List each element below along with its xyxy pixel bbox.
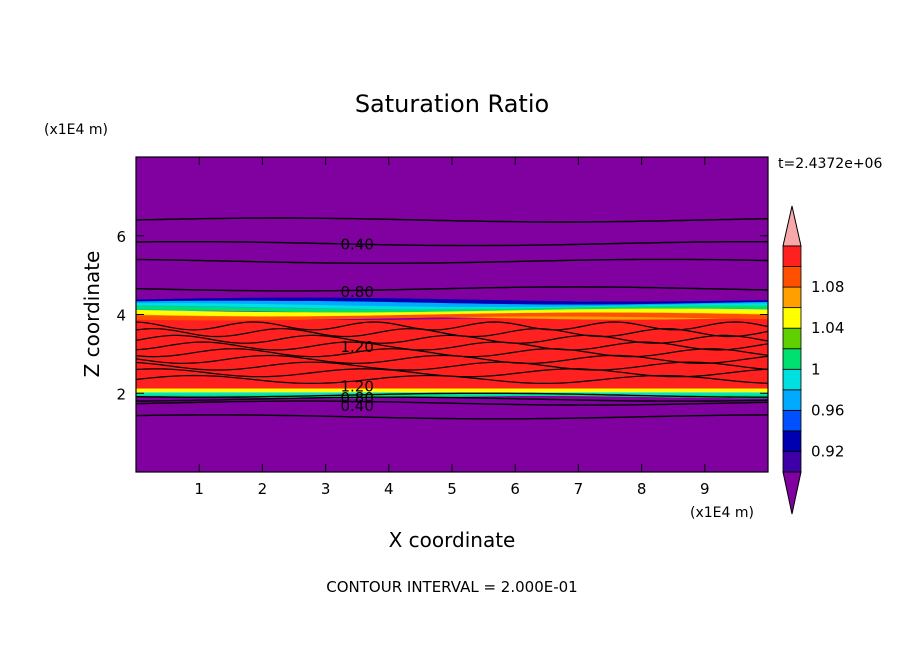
contour-label: 0.80 — [340, 389, 373, 407]
time-label: t=2.4372e+06 — [778, 156, 882, 172]
band-top-0 — [136, 297, 768, 305]
colorbar-segment — [782, 409, 802, 432]
contour-label: 1.20 — [340, 377, 373, 395]
band-5 — [136, 157, 768, 302]
colorbar-segment — [782, 389, 802, 411]
contour-line — [136, 286, 768, 292]
colorbar-segment — [782, 327, 802, 350]
contour-labels: 0.400.801.201.200.800.40 — [340, 236, 373, 415]
band-top-3 — [136, 305, 768, 313]
colorbar-tick-label: 1.08 — [811, 278, 844, 296]
x-axis: 1 2 3 4 5 6 7 8 9 — [194, 157, 710, 498]
contour-line — [136, 368, 768, 378]
contour-line — [136, 348, 768, 358]
contour-line — [136, 217, 768, 223]
contour-line — [136, 396, 768, 402]
band-top-2 — [136, 303, 768, 310]
colorbar-segment — [782, 245, 802, 267]
contour-line — [136, 392, 768, 398]
x-tick-label: 2 — [258, 480, 268, 498]
contour-line — [136, 334, 768, 344]
contour-label: 0.40 — [340, 236, 373, 254]
contour-interval-label: CONTOUR INTERVAL = 2.000E-01 — [326, 578, 577, 596]
colorbar-segment — [782, 286, 802, 309]
contour-line — [136, 241, 768, 247]
y-unit-label: (x1E4 m) — [44, 122, 108, 138]
contour-label: 1.20 — [340, 338, 373, 356]
x-tick-label: 9 — [700, 480, 710, 498]
colorbar-bottom-arrow — [782, 471, 802, 515]
x-axis-title: X coordinate — [389, 528, 516, 552]
plot-area — [136, 157, 768, 472]
band-top-5 — [136, 312, 768, 321]
y-tick-label: 6 — [116, 228, 126, 246]
band-0 — [136, 395, 768, 472]
x-unit-label: (x1E4 m) — [690, 505, 754, 521]
y-tick-label: 2 — [116, 385, 126, 403]
colorbar-tick-label: 0.92 — [811, 442, 844, 460]
colorbar: 0.92 0.96 1 1.04 1.08 — [782, 205, 844, 515]
colorbar-segment — [782, 266, 802, 288]
band-top-4 — [136, 308, 768, 317]
contour-line — [136, 400, 768, 406]
colorbar-segment — [782, 348, 802, 370]
colorbar-tick-label: 1.04 — [811, 319, 844, 337]
colorbar-tick-label: 0.96 — [811, 401, 844, 419]
y-axis: 2 4 6 — [116, 228, 768, 403]
colorbar-segment — [782, 451, 802, 473]
contour-label: 0.40 — [340, 397, 373, 415]
chart-title: Saturation Ratio — [355, 90, 549, 118]
colorbar-segment — [782, 307, 802, 329]
colorbar-segment — [782, 368, 802, 391]
band-top-1 — [136, 300, 768, 308]
contour-label: 0.80 — [340, 283, 373, 301]
colorbar-segment — [782, 430, 802, 452]
contour-line — [136, 414, 768, 420]
contour-line — [136, 321, 768, 331]
y-axis-title: Z coordinate — [80, 251, 104, 378]
contour-line — [136, 258, 768, 264]
y-tick-label: 4 — [116, 307, 126, 325]
x-tick-label: 1 — [194, 480, 204, 498]
contour-lines — [136, 217, 768, 420]
contour-line — [136, 361, 768, 371]
colorbar-tick-label: 1 — [811, 360, 821, 378]
x-tick-label: 5 — [447, 480, 457, 498]
x-tick-label: 6 — [510, 480, 520, 498]
x-tick-label: 7 — [574, 480, 584, 498]
band-base-0 — [136, 388, 768, 393]
x-tick-label: 8 — [637, 480, 647, 498]
x-tick-label: 3 — [321, 480, 331, 498]
x-tick-label: 4 — [384, 480, 394, 498]
colorbar-top-arrow — [782, 205, 802, 247]
